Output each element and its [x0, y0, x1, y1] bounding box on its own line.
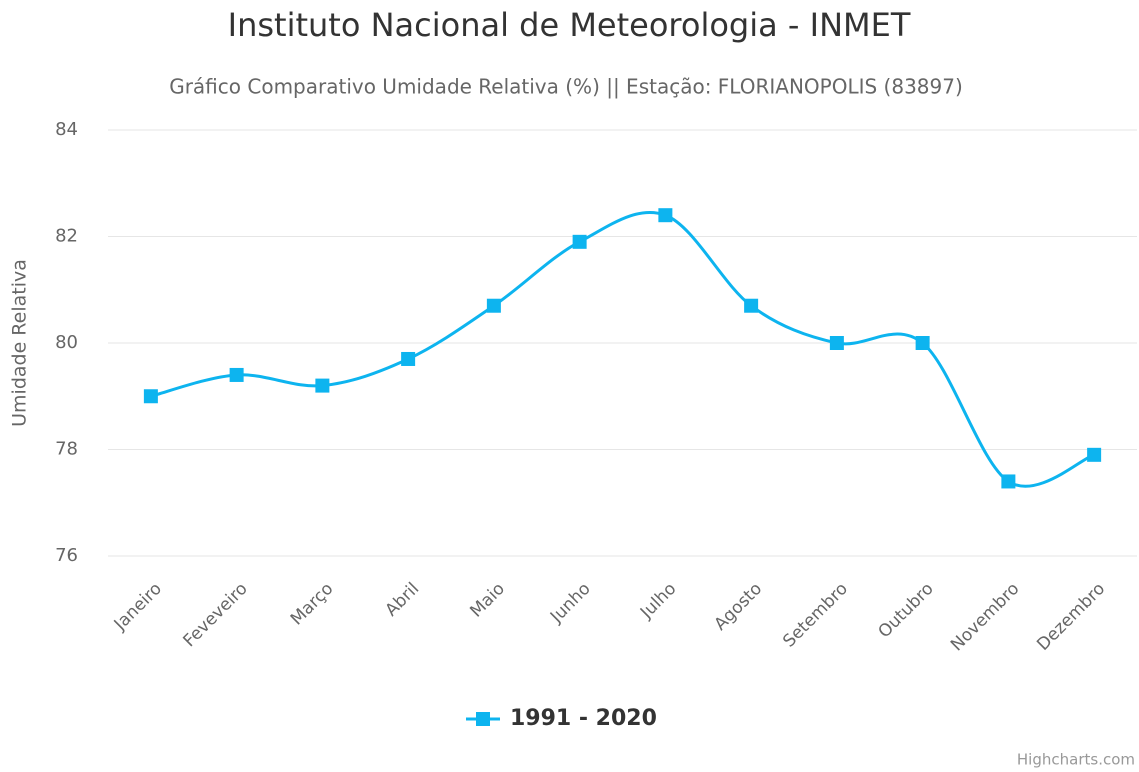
- data-point: [143, 389, 158, 404]
- data-point: [915, 336, 930, 350]
- data-point: [572, 234, 587, 249]
- legend-label: 1991 - 2020: [510, 706, 657, 731]
- data-point: [229, 367, 244, 382]
- data-point: [315, 378, 330, 393]
- data-point: [1001, 474, 1016, 489]
- data-point: [829, 336, 844, 350]
- chart-title: Instituto Nacional de Meteorologia - INM…: [228, 6, 911, 44]
- chart-subtitle: Gráfico Comparativo Umidade Relativa (%)…: [169, 75, 963, 99]
- y-axis-title: Umidade Relativa: [9, 259, 31, 427]
- data-point: [1087, 447, 1102, 462]
- data-point: [401, 351, 416, 366]
- data-point: [486, 298, 501, 313]
- y-tick-label: 82: [55, 226, 78, 247]
- y-tick-label: 80: [55, 332, 78, 353]
- data-point: [744, 298, 759, 313]
- legend-marker: [476, 712, 490, 726]
- y-tick-label: 76: [55, 545, 78, 566]
- data-point: [658, 208, 673, 223]
- y-tick-label: 84: [55, 119, 78, 140]
- credits: Highcharts.com: [1017, 751, 1135, 769]
- y-tick-label: 78: [55, 439, 78, 460]
